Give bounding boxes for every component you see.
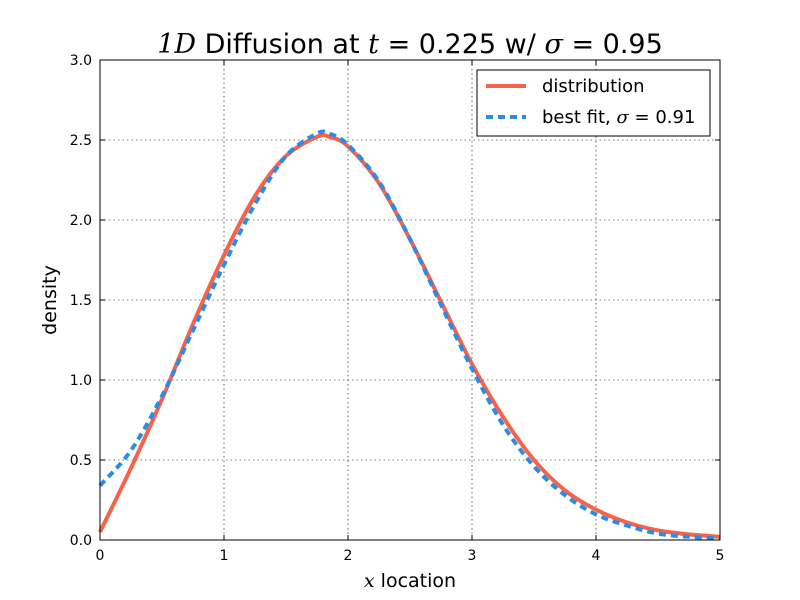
x-tick-label: 4 — [592, 548, 601, 564]
title-math-t: t — [368, 29, 379, 60]
y-tick-label: 3.0 — [70, 53, 92, 69]
x-tick-label: 0 — [96, 548, 105, 564]
title-math-1d: 1D — [157, 29, 196, 60]
y-tick-label: 1.5 — [70, 293, 92, 309]
title-eq-1: = — [379, 29, 419, 60]
legend-box — [476, 69, 711, 137]
legend-label-distribution: distribution — [542, 76, 645, 97]
legend: distribution best fit, σ = 0.91 — [476, 69, 711, 137]
legend-label-best-fit: best fit, σ = 0.91 — [542, 107, 695, 128]
x-tick-label: 1 — [220, 548, 229, 564]
legend-best-fit-text: best fit, — [542, 107, 617, 128]
x-tick-label: 3 — [468, 548, 477, 564]
title-text-2: w/ — [496, 29, 544, 60]
x-axis-label-text: location — [375, 570, 456, 592]
x-tick-label: 5 — [716, 548, 725, 564]
series-line-distribution — [98, 132, 721, 539]
title-text-1: Diffusion at — [196, 29, 368, 60]
plot-curves — [98, 129, 721, 541]
legend-best-fit-math: σ — [617, 107, 630, 128]
series-line-best-fit — [98, 129, 721, 541]
y-tick-label: 2.5 — [70, 133, 92, 149]
x-axis-label: x location — [364, 570, 456, 592]
x-axis-label-math: x — [364, 570, 375, 592]
x-tick-label: 2 — [344, 548, 353, 564]
y-tick-label: 0.5 — [70, 453, 92, 469]
title-t-value: 0.225 — [419, 29, 496, 60]
title-sigma-value: 0.95 — [603, 29, 663, 60]
chart-title: 1D Diffusion at t = 0.225 w/ σ = 0.95 — [157, 29, 663, 60]
y-tick-label: 2.0 — [70, 213, 92, 229]
legend-best-fit-eq: = — [629, 107, 656, 128]
y-tick-label: 0.0 — [70, 533, 92, 549]
y-axis-label: density — [39, 265, 61, 335]
plot-frame — [99, 59, 721, 541]
title-math-sigma: σ — [544, 29, 564, 60]
title-eq-2: = — [563, 29, 603, 60]
axis-ticks: 0 1 2 3 4 5 0.0 0.5 1.0 1.5 2.0 2.5 3.0 — [70, 53, 725, 564]
legend-best-fit-value: 0.91 — [655, 107, 695, 128]
y-tick-label: 1.0 — [70, 373, 92, 389]
